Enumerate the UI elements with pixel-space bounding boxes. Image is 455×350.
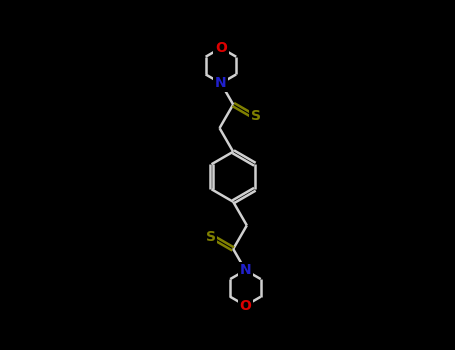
Text: O: O: [215, 41, 227, 55]
Text: O: O: [239, 299, 252, 313]
Text: N: N: [215, 76, 227, 90]
Text: S: S: [206, 230, 216, 244]
Text: S: S: [251, 109, 261, 123]
Text: N: N: [240, 263, 251, 277]
